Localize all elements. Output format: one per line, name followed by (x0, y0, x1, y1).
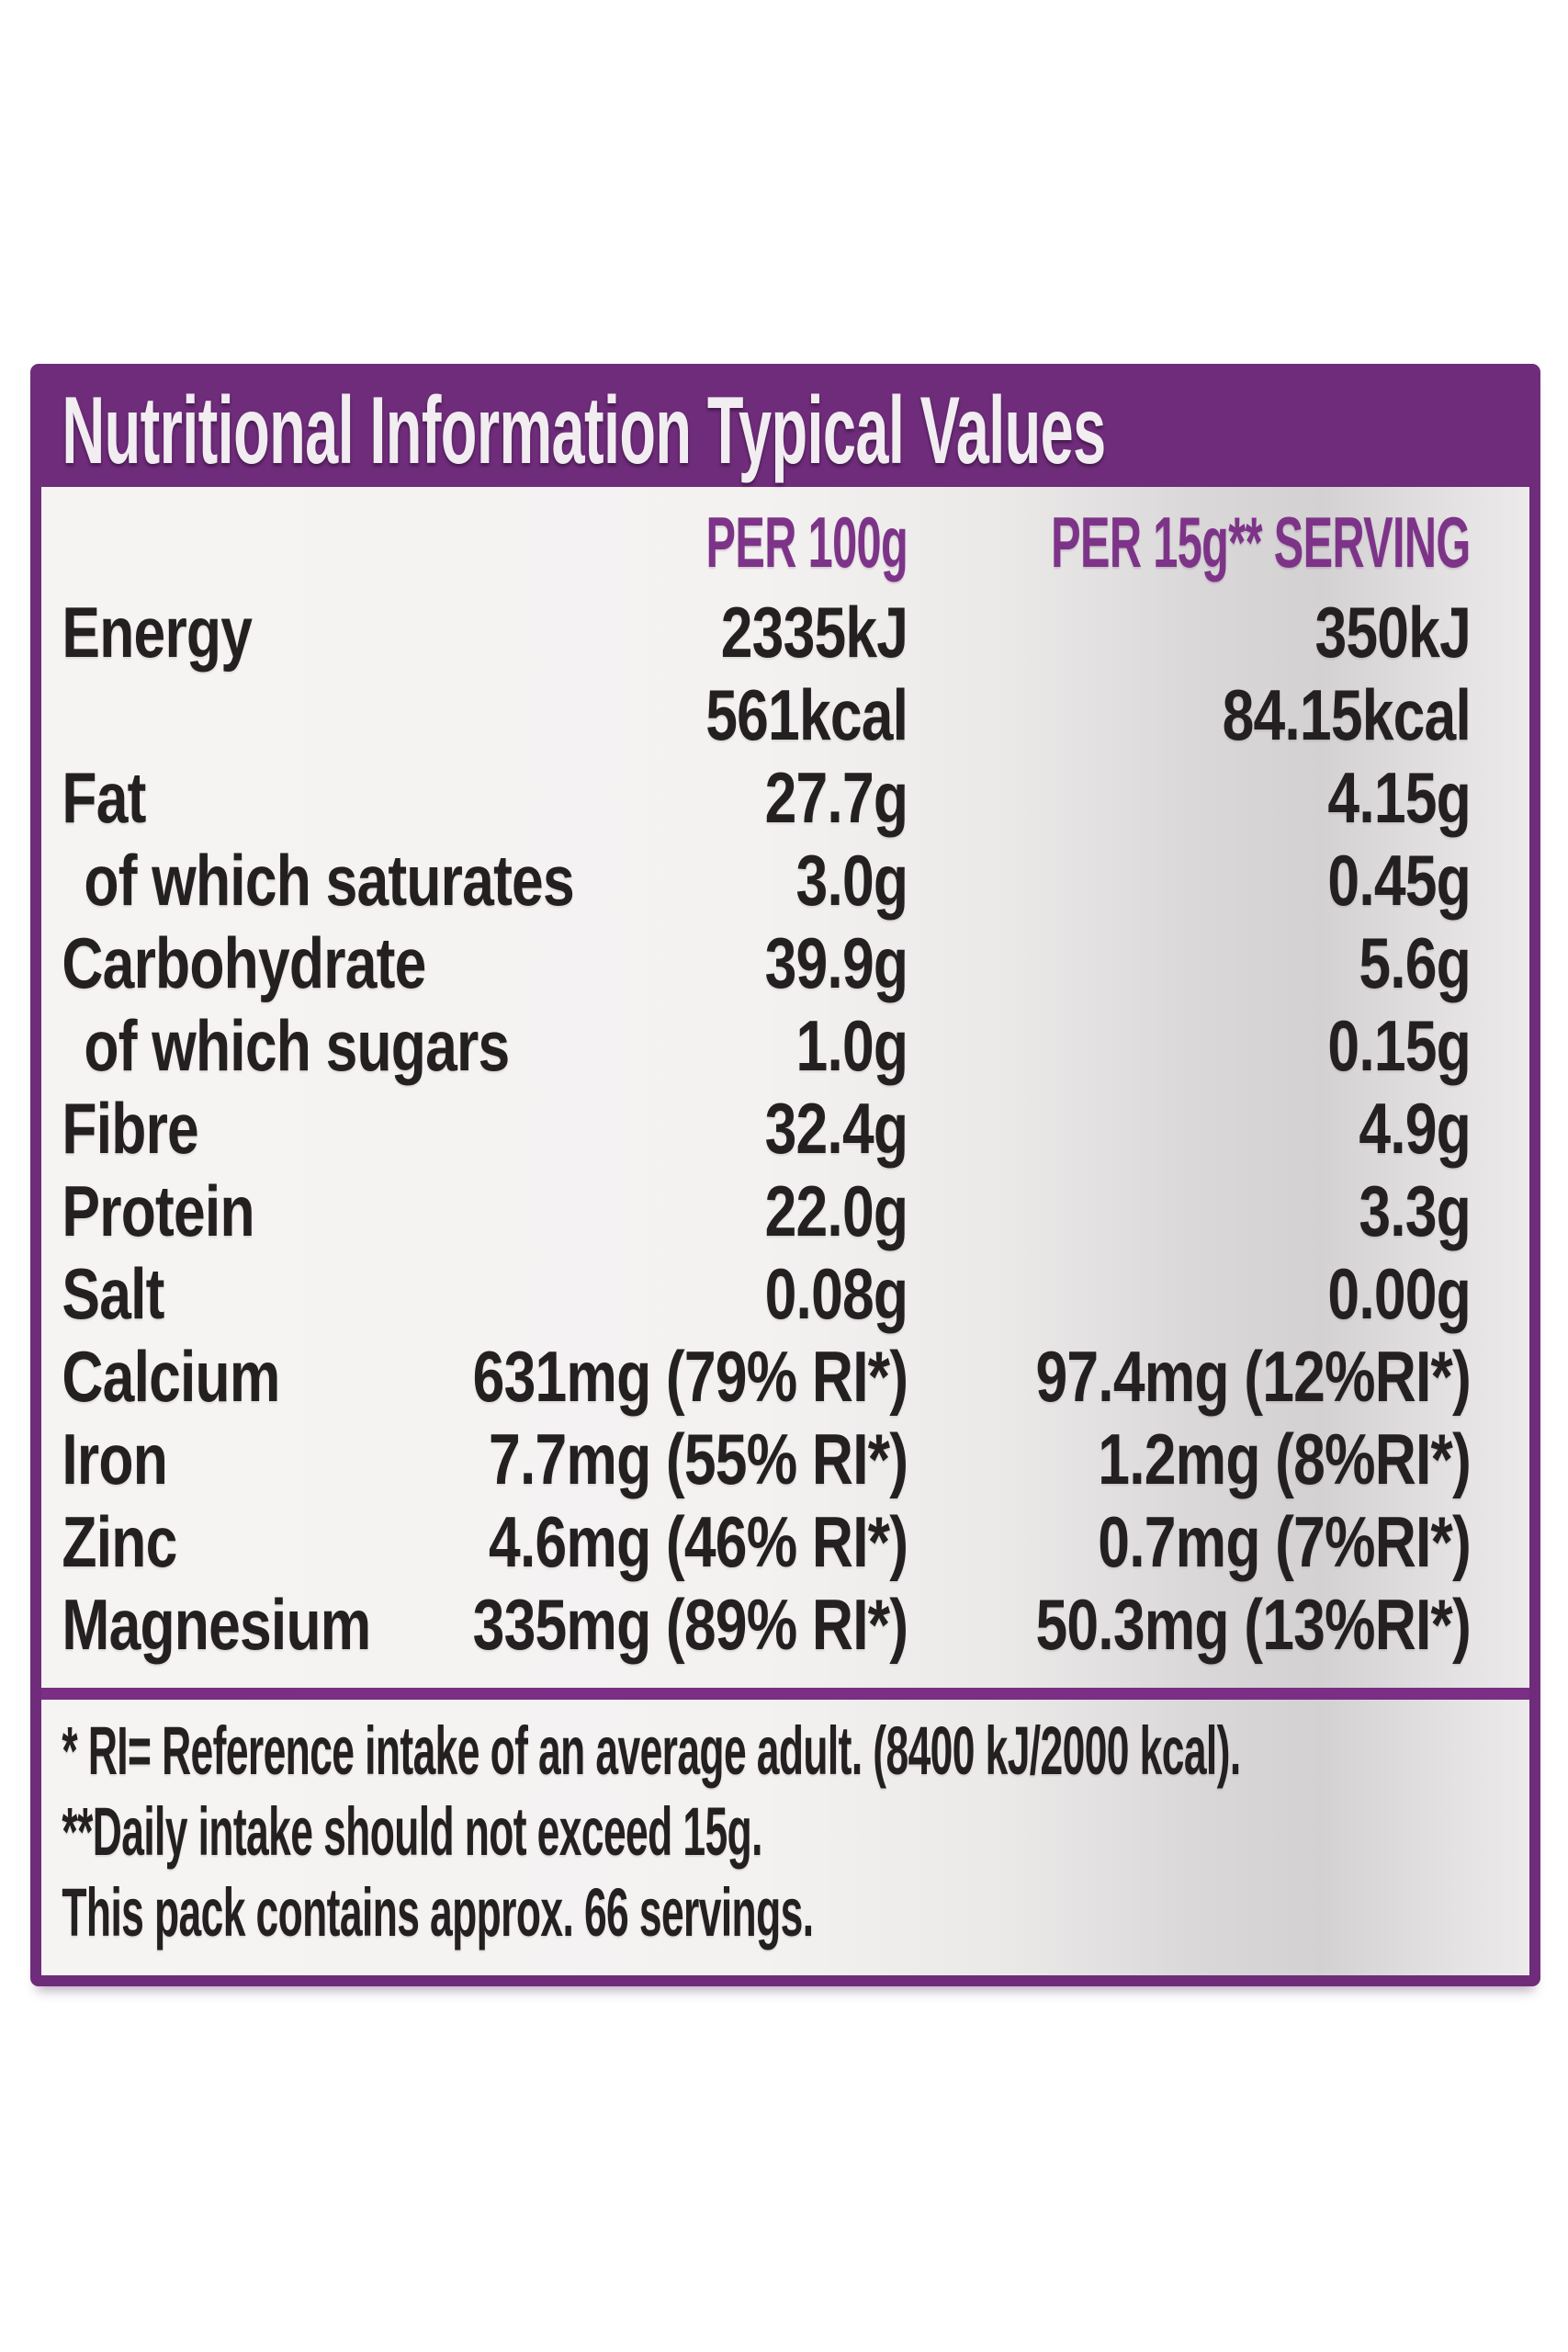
footnote-servings: This pack contains approx. 66 servings. (62, 1874, 814, 1951)
table-row-sugars: of which sugars 1.0g 0.15g (62, 1004, 1471, 1087)
table-row-fat: Fat 27.7g 4.15g (62, 756, 1471, 839)
value-per-100g: 561kcal (705, 674, 908, 755)
table-row-zinc: Zinc 4.6mg (46% RI*) 0.7mg (7%RI*) (62, 1500, 1471, 1583)
value-per-serving: 50.3mg (13%RI*) (1035, 1584, 1471, 1665)
nutrient-name: Zinc (62, 1501, 177, 1582)
footnote-daily-intake: **Daily intake should not exceed 15g. (62, 1793, 762, 1870)
table-row-calcium: Calcium 631mg (79% RI*) 97.4mg (12%RI*) (62, 1335, 1471, 1418)
value-per-100g: 39.9g (764, 922, 908, 1003)
nutrient-name: Energy (62, 592, 253, 673)
nutrient-name: Carbohydrate (62, 922, 426, 1003)
title-bar: Nutritional Information Typical Values (41, 375, 1529, 487)
nutrient-name: Iron (62, 1419, 168, 1499)
nutrition-table: PER 100g PER 15g** SERVING Energy 2335kJ… (41, 501, 1529, 1666)
value-per-serving: 0.45g (1327, 840, 1471, 921)
value-per-serving: 97.4mg (12%RI*) (1035, 1336, 1471, 1417)
value-per-serving: 3.3g (1359, 1170, 1471, 1251)
table-row-energy-kcal: 561kcal 84.15kcal (62, 673, 1472, 756)
nutrient-name: Protein (62, 1170, 254, 1251)
nutrient-name: Calcium (62, 1336, 280, 1417)
table-row-fibre: Fibre 32.4g 4.9g (62, 1087, 1471, 1170)
value-per-100g: 22.0g (764, 1170, 908, 1251)
column-header-per-serving: PER 15g** SERVING (1051, 502, 1472, 582)
value-per-serving: 1.2mg (8%RI*) (1098, 1419, 1472, 1499)
value-per-100g: 3.0g (795, 840, 908, 921)
value-per-serving: 4.15g (1327, 757, 1471, 838)
nutrient-name: Salt (62, 1253, 164, 1334)
value-per-serving: 5.6g (1359, 922, 1471, 1003)
table-row-salt: Salt 0.08g 0.00g (62, 1252, 1471, 1335)
value-per-serving: 4.9g (1359, 1088, 1471, 1169)
label-title: Nutritional Information Typical Values (62, 378, 1106, 484)
table-row-saturates: of which saturates 3.0g 0.45g (62, 839, 1471, 922)
nutrient-name: of which sugars (84, 1005, 510, 1086)
nutrient-name: Magnesium (62, 1584, 371, 1665)
value-per-100g: 631mg (79% RI*) (472, 1336, 908, 1417)
value-per-serving: 0.00g (1327, 1253, 1471, 1334)
value-per-100g: 0.08g (764, 1253, 908, 1334)
footnotes: * RI= Reference intake of an average adu… (41, 1711, 1529, 1953)
table-row-iron: Iron 7.7mg (55% RI*) 1.2mg (8%RI*) (62, 1418, 1471, 1500)
footnote-reference-intake: * RI= Reference intake of an average adu… (62, 1713, 1241, 1789)
value-per-serving: 0.15g (1327, 1005, 1471, 1086)
nutrient-name: Fibre (62, 1088, 198, 1169)
nutrient-name: of which saturates (84, 840, 574, 921)
nutrition-label: Nutritional Information Typical Values P… (30, 364, 1540, 1986)
value-per-100g: 32.4g (764, 1088, 908, 1169)
value-per-100g: 2335kJ (720, 592, 908, 673)
value-per-100g: 1.0g (795, 1005, 908, 1086)
value-per-100g: 4.6mg (46% RI*) (489, 1501, 908, 1582)
nutrient-name: Fat (62, 757, 146, 838)
value-per-100g: 27.7g (764, 757, 908, 838)
value-per-serving: 84.15kcal (1222, 674, 1472, 755)
table-row-protein: Protein 22.0g 3.3g (62, 1170, 1471, 1252)
table-row-carbohydrate: Carbohydrate 39.9g 5.6g (62, 922, 1471, 1004)
value-per-100g: 7.7mg (55% RI*) (489, 1419, 908, 1499)
table-row-magnesium: Magnesium 335mg (89% RI*) 50.3mg (13%RI*… (62, 1583, 1471, 1666)
nutrient-rows: Energy 2335kJ 350kJ 561kcal 84.15kcal Fa… (62, 591, 1471, 1666)
value-per-serving: 350kJ (1314, 592, 1471, 673)
value-per-100g: 335mg (89% RI*) (472, 1584, 908, 1665)
value-per-serving: 0.7mg (7%RI*) (1098, 1501, 1472, 1582)
label-content: Nutritional Information Typical Values P… (41, 375, 1529, 1953)
divider-bar (41, 1688, 1529, 1700)
table-row-energy: Energy 2335kJ 350kJ (62, 591, 1471, 673)
column-header-per-100g: PER 100g (705, 502, 908, 582)
column-header-row: PER 100g PER 15g** SERVING (62, 501, 1472, 583)
